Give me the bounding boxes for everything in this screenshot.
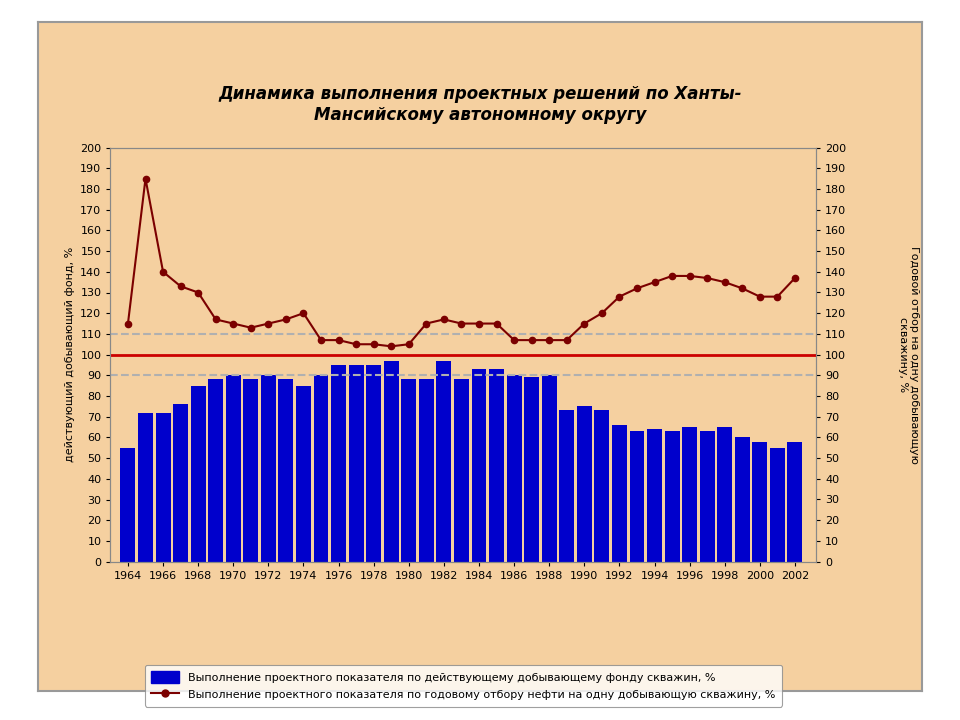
Y-axis label: Годовой отбор на одну добывающую
скважину, %: Годовой отбор на одну добывающую скважин… xyxy=(898,246,920,464)
Bar xyxy=(541,375,557,562)
Bar xyxy=(331,365,346,562)
Bar xyxy=(278,379,294,562)
Bar xyxy=(208,379,223,562)
Bar xyxy=(524,377,540,562)
Bar xyxy=(419,379,434,562)
Bar xyxy=(734,437,750,562)
Bar xyxy=(717,427,732,562)
Text: Динамика выполнения проектных решений по Ханты-
Мансийскому автономному округу: Динамика выполнения проектных решений по… xyxy=(218,85,742,124)
Y-axis label: действующий добывающий фонд, %: действующий добывающий фонд, % xyxy=(64,247,75,462)
Bar xyxy=(121,448,135,562)
Bar xyxy=(156,413,171,562)
Bar xyxy=(594,410,610,562)
Bar xyxy=(577,406,591,562)
Bar xyxy=(664,431,680,562)
Bar xyxy=(243,379,258,562)
Bar xyxy=(471,369,487,562)
Bar xyxy=(191,386,205,562)
Bar xyxy=(630,431,644,562)
Bar xyxy=(138,413,153,562)
Bar xyxy=(296,386,311,562)
Bar xyxy=(261,375,276,562)
Bar xyxy=(647,429,662,562)
Bar xyxy=(787,441,803,562)
Bar xyxy=(401,379,417,562)
Legend: Выполнение проектного показателя по действующему добывающему фонду скважин, %, В: Выполнение проектного показателя по дейс… xyxy=(145,665,781,706)
Bar xyxy=(226,375,241,562)
Bar xyxy=(683,427,697,562)
Bar xyxy=(314,375,328,562)
Bar xyxy=(437,361,451,562)
Bar xyxy=(348,365,364,562)
Bar xyxy=(612,425,627,562)
Bar xyxy=(454,379,468,562)
Bar xyxy=(753,441,767,562)
Bar xyxy=(173,404,188,562)
Bar xyxy=(366,365,381,562)
Bar xyxy=(770,448,785,562)
Bar xyxy=(507,375,521,562)
Bar xyxy=(560,410,574,562)
Bar xyxy=(700,431,714,562)
Bar xyxy=(384,361,398,562)
Bar xyxy=(489,369,504,562)
